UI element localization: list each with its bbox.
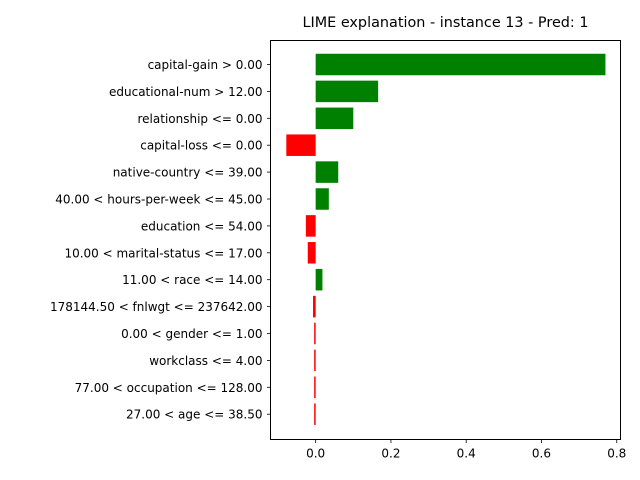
bar bbox=[286, 134, 316, 156]
bar bbox=[315, 161, 339, 183]
plot-frame bbox=[270, 40, 621, 440]
x-tick-label: 0.2 bbox=[381, 447, 400, 461]
y-tick-label: relationship <= 0.00 bbox=[138, 112, 263, 126]
bar bbox=[314, 322, 316, 345]
y-tick-label: education <= 54.00 bbox=[141, 219, 263, 233]
y-tick-label: 27.00 < age <= 38.50 bbox=[126, 408, 262, 422]
bar bbox=[314, 403, 316, 425]
y-tick-label: 178144.50 < fnlwgt <= 237642.00 bbox=[50, 300, 263, 314]
bars-group bbox=[286, 53, 606, 425]
y-tick-label: educational-num > 12.00 bbox=[109, 85, 263, 99]
y-tick-label: capital-gain > 0.00 bbox=[148, 58, 263, 72]
bar bbox=[305, 215, 316, 237]
x-ticks: 0.0 0.2 0.4 0.6 0.8 bbox=[306, 439, 626, 461]
bar bbox=[315, 268, 323, 291]
x-tick-label: 0.8 bbox=[607, 447, 626, 461]
bar bbox=[313, 295, 316, 318]
bar bbox=[315, 53, 606, 76]
x-tick-label: 0.0 bbox=[306, 447, 325, 461]
y-tick-label: 11.00 < race <= 14.00 bbox=[122, 273, 262, 287]
bar bbox=[315, 80, 379, 103]
y-tick-label: native-country <= 39.00 bbox=[113, 166, 263, 180]
bar bbox=[315, 188, 329, 210]
x-tick-label: 0.6 bbox=[532, 447, 551, 461]
y-tick-label: 77.00 < occupation <= 128.00 bbox=[75, 381, 263, 395]
chart-title: LIME explanation - instance 13 - Pred: 1 bbox=[302, 15, 588, 31]
bar bbox=[314, 376, 316, 399]
y-tick-label: 40.00 < hours-per-week <= 45.00 bbox=[55, 193, 262, 207]
x-tick-label: 0.4 bbox=[457, 447, 476, 461]
y-tick-label: capital-loss <= 0.00 bbox=[140, 139, 262, 153]
bar bbox=[315, 107, 354, 130]
y-tick-label: workclass <= 4.00 bbox=[149, 354, 262, 368]
bar bbox=[307, 242, 316, 264]
bar bbox=[314, 349, 316, 372]
y-tick-label: 10.00 < marital-status <= 17.00 bbox=[64, 246, 262, 260]
y-tick-label: 0.00 < gender <= 1.00 bbox=[121, 327, 262, 341]
y-tick-labels: capital-gain > 0.00 educational-num > 12.… bbox=[50, 58, 271, 422]
